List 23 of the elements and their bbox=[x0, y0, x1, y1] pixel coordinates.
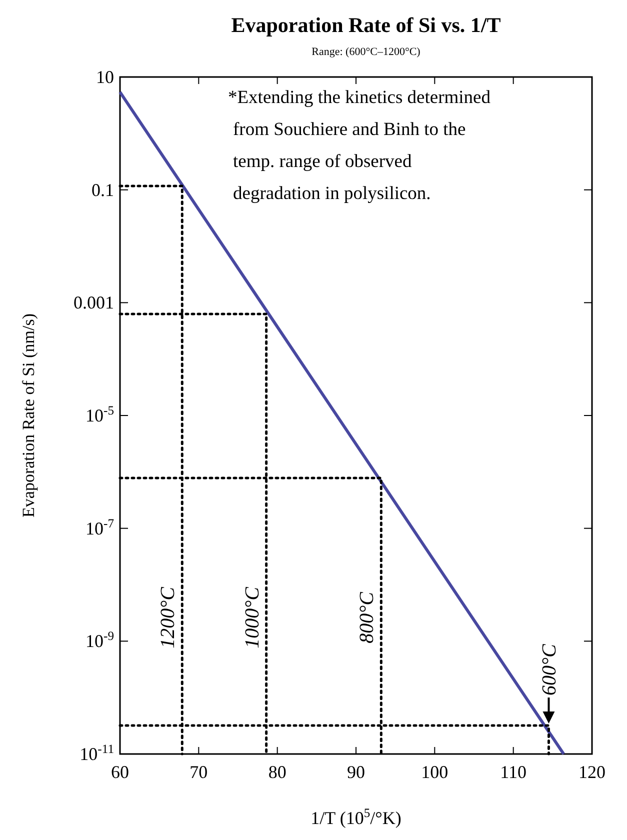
x-axis-title: 1/T (10$^{5}$/°K) bbox=[310, 806, 402, 828]
x-tick-label: 60 bbox=[111, 762, 129, 782]
y-tick-label: 0.1 bbox=[92, 180, 114, 200]
annotation: 1200°C bbox=[157, 586, 180, 648]
annotation: *Extending the kinetics determined from Souchiere and Binh to the temp. range of observed degradation in polysilicon. bbox=[228, 88, 492, 204]
y-tick-label: 10$^{-7}$ bbox=[86, 516, 114, 538]
x-tick-label: 70 bbox=[190, 762, 208, 782]
x-tick-label: 90 bbox=[347, 762, 365, 782]
y-tick-label: 0.001 bbox=[74, 292, 114, 313]
y-tick-label: 10$^{-5}$ bbox=[86, 404, 114, 426]
x-tick-label: 80 bbox=[268, 762, 286, 782]
y-tick-label: 10$^{-11}$ bbox=[80, 742, 114, 764]
chart-title: Evaporation Rate of Si vs. 1/T bbox=[231, 13, 501, 37]
x-tick-label: 110 bbox=[500, 762, 527, 782]
chart-subtitle: Range: (600°C–1200°C) bbox=[312, 46, 421, 58]
y-axis-title: Evaporation Rate of Si (nm/s) bbox=[19, 314, 38, 518]
annotation: 800°C bbox=[356, 591, 378, 644]
y-tick-label: 10 bbox=[96, 67, 114, 87]
x-tick-label: 120 bbox=[578, 762, 606, 782]
annotation: 1000°C bbox=[241, 586, 264, 648]
x-tick-label: 100 bbox=[421, 762, 448, 782]
y-tick-label: 10$^{-9}$ bbox=[86, 629, 114, 652]
annotation: 600°C bbox=[538, 644, 561, 696]
